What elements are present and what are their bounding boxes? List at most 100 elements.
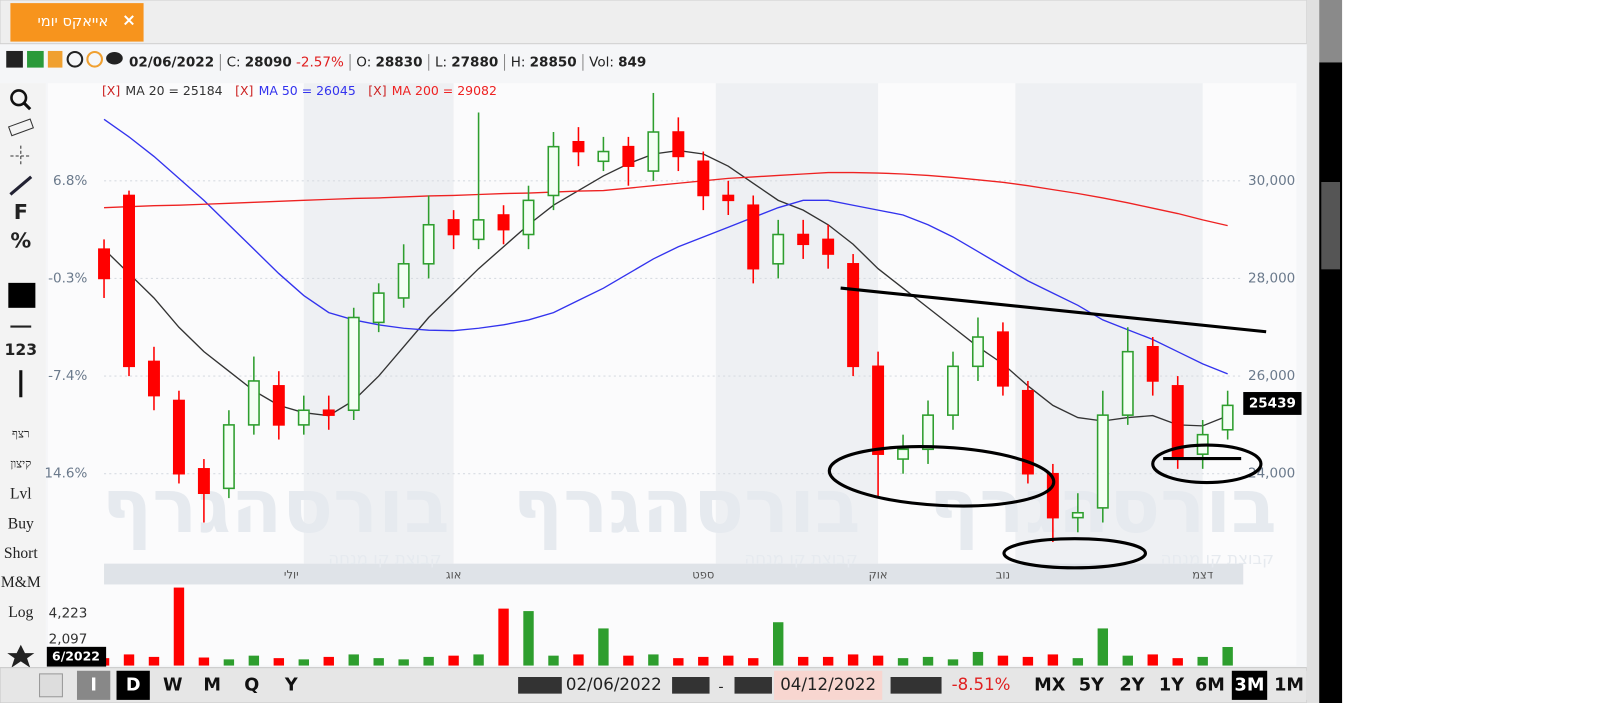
volume-bar — [673, 658, 684, 666]
plot: [X] MA 20 = 25184 [X] MA 50 = 26045 [X] MA 20… — [40, 83, 1302, 667]
drawings — [827, 286, 1267, 570]
volume-bar — [223, 659, 235, 666]
volume-bar — [273, 658, 285, 666]
candle-body — [747, 204, 760, 270]
candle-body — [522, 199, 535, 236]
candle-body — [772, 233, 785, 265]
candle-body — [872, 365, 885, 455]
toolbar-item[interactable]: % — [10, 228, 31, 252]
header-value: 27880 — [451, 54, 498, 70]
volume-bar — [573, 654, 584, 666]
range-label: 1Y — [1159, 675, 1184, 695]
toolbar-item[interactable]: 123 — [5, 341, 38, 359]
candle-body — [1121, 350, 1134, 416]
range-label: MX — [1034, 675, 1066, 695]
tab-close[interactable]: × — [122, 10, 136, 29]
toolbar-item[interactable]: Log — [8, 604, 33, 621]
save-button[interactable] — [39, 673, 63, 698]
legend-remove[interactable]: [X] — [368, 83, 386, 98]
favorite-icon[interactable] — [7, 644, 35, 668]
period-button[interactable] — [274, 670, 308, 700]
candle-body — [1221, 404, 1234, 431]
candle-body — [572, 140, 585, 153]
percent-tick-label: -7.4% — [48, 368, 87, 384]
volume-bar — [1222, 646, 1233, 666]
legend-entry: MA 50 = 26045 — [259, 83, 356, 98]
candle-body — [622, 145, 635, 167]
period-button[interactable] — [195, 670, 229, 700]
period-button[interactable] — [116, 670, 150, 700]
volume-bar — [448, 655, 459, 666]
to-date[interactable]: 04/12/2022 — [780, 675, 876, 694]
toolbar-item[interactable]: M&M — [1, 574, 41, 591]
range-button[interactable] — [1114, 670, 1150, 700]
range-button[interactable] — [1073, 670, 1110, 700]
volume-tick-label: 2,097 — [49, 632, 88, 648]
legend-remove[interactable]: [X] — [102, 83, 120, 98]
toolbar-item[interactable]: F — [14, 200, 28, 224]
volume-tick-label: 4,223 — [49, 605, 88, 621]
toolbar-item[interactable]: Buy — [8, 516, 34, 533]
eraser-icon[interactable] — [7, 118, 35, 137]
candle-body — [996, 331, 1009, 387]
color-icon[interactable] — [8, 282, 36, 308]
line-icon[interactable] — [9, 175, 33, 196]
range-button[interactable] — [1032, 670, 1068, 700]
volume-bar — [248, 655, 260, 666]
period-button[interactable] — [156, 670, 190, 700]
toolbar-item[interactable]: רצף — [12, 428, 30, 440]
header-label: H: — [511, 54, 526, 70]
candle-body — [322, 409, 335, 416]
candle-body — [98, 248, 111, 280]
volume-bar — [847, 654, 859, 666]
x-tick-label: דצמ — [1192, 568, 1213, 582]
toolbar-item[interactable]: Lvl — [10, 486, 32, 503]
from-date[interactable]: 02/06/2022 — [566, 675, 662, 694]
toolbar-item[interactable]: קיצון — [10, 458, 31, 470]
nav-arrows[interactable] — [672, 677, 710, 694]
header-value: 28830 — [375, 54, 422, 70]
range-button[interactable] — [1231, 670, 1268, 700]
tab[interactable] — [10, 3, 144, 42]
range-button[interactable] — [1153, 670, 1190, 700]
period-button[interactable] — [76, 670, 111, 700]
period-button[interactable] — [235, 670, 269, 700]
toolbar-item[interactable]: Short — [4, 545, 38, 562]
volume-bar — [623, 655, 634, 666]
candle-body — [172, 399, 185, 475]
header-change: -2.57% — [296, 54, 344, 70]
header-value: 849 — [618, 54, 646, 70]
period-label: W — [163, 675, 183, 695]
volume-bar — [648, 654, 659, 666]
candle-body — [472, 219, 485, 241]
period-label: M — [203, 675, 221, 695]
volume-bar — [872, 655, 884, 666]
range-button[interactable] — [1192, 670, 1228, 700]
candle-body — [672, 131, 685, 158]
candle-body — [547, 145, 560, 197]
volume-bar — [373, 658, 384, 666]
volume-bar — [997, 655, 1009, 666]
volume-bar — [897, 658, 909, 666]
legend-remove[interactable]: [X] — [235, 83, 253, 98]
zoom-icon[interactable] — [10, 89, 28, 107]
volume-bar — [797, 656, 809, 666]
volume-bar — [198, 657, 210, 666]
range-label: 5Y — [1079, 675, 1104, 695]
nav-arrows[interactable] — [890, 677, 942, 694]
ma-line — [103, 149, 1228, 427]
volume-bar — [398, 659, 409, 666]
range-button[interactable] — [1271, 670, 1307, 700]
range-change: -8.51% — [952, 675, 1011, 694]
nav-arrows[interactable] — [734, 677, 772, 694]
drawn-ellipse — [827, 445, 1056, 508]
tab-bar — [0, 0, 1308, 45]
x-tick-label: יולי — [284, 568, 299, 582]
nav-arrows[interactable] — [518, 677, 562, 694]
scrollbar-thumb[interactable] — [1319, 0, 1343, 63]
volume-bar — [148, 656, 160, 666]
volume-bar — [323, 656, 334, 666]
last-price-tag — [1243, 392, 1302, 415]
candle-body — [1046, 472, 1059, 519]
volume-bar — [1047, 654, 1059, 666]
